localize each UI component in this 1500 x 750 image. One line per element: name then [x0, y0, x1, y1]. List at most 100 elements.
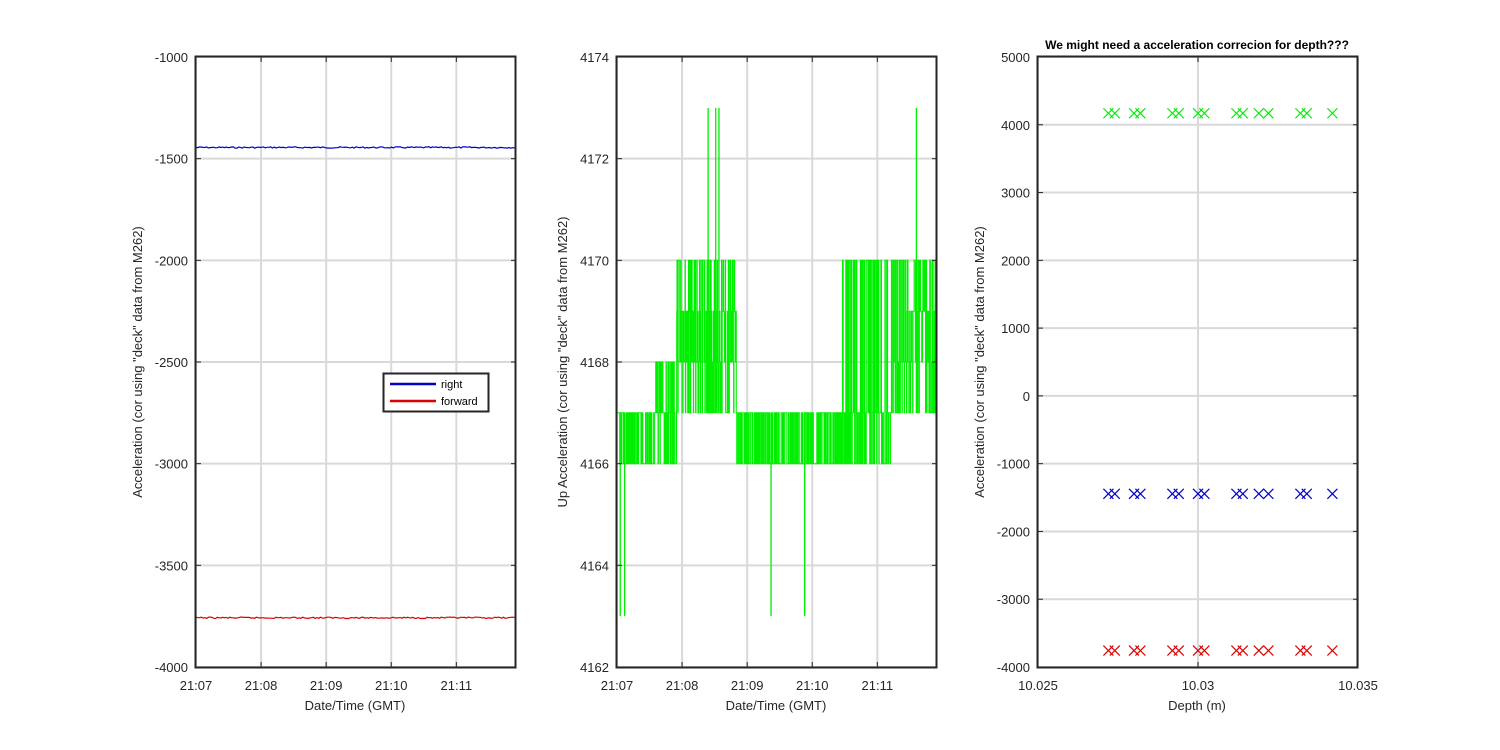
y-tick-label: -1500	[155, 152, 188, 167]
grid	[1037, 56, 1359, 668]
y-axis-label: Acceleration (cor using "deck" data from…	[972, 226, 987, 498]
chart-title: We might need a acceleration correcion f…	[1045, 38, 1349, 52]
scatter-point	[1262, 488, 1274, 500]
x-marker-stroke	[1301, 488, 1313, 500]
grid	[616, 56, 937, 668]
scatter-point	[1326, 645, 1338, 657]
scatter-point	[1198, 488, 1210, 500]
x-tick-label: 21:10	[796, 678, 829, 693]
x-tick-label: 21:11	[862, 678, 894, 693]
x-marker-stroke	[1253, 488, 1265, 500]
x-marker-stroke	[1198, 107, 1210, 119]
scatter-point	[1134, 645, 1146, 657]
y-axis-label: Acceleration (cor using "deck" data from…	[130, 226, 145, 498]
x-marker-stroke	[1173, 107, 1185, 119]
x-tick-label: 10.025	[1018, 678, 1058, 693]
scatter-point	[1253, 645, 1265, 657]
y-tick-label: -2000	[155, 253, 188, 268]
plot-data	[1102, 107, 1338, 657]
y-tick-label: 4170	[580, 253, 609, 268]
x-marker-stroke	[1134, 645, 1146, 657]
legend: right forward	[382, 372, 490, 413]
scatter-point	[1109, 645, 1121, 657]
series-line-right	[195, 146, 517, 149]
x-tick-label: 21:09	[731, 678, 764, 693]
scatter-point	[1237, 645, 1249, 657]
scatter-point	[1326, 488, 1338, 500]
y-tick-label: 4166	[580, 457, 609, 472]
legend-label-right: right	[441, 379, 462, 391]
x-marker-stroke	[1198, 488, 1210, 500]
scatter-point	[1134, 107, 1146, 119]
x-marker-stroke	[1198, 645, 1210, 657]
x-marker-stroke	[1262, 488, 1274, 500]
scatter-point	[1109, 488, 1121, 500]
scatter-point	[1198, 645, 1210, 657]
y-tick-label: 4172	[580, 152, 609, 167]
ticks: 10.025 10.03 10.035 5000 4000 3000 2000 1000 0 -1…	[997, 50, 1378, 693]
x-marker-stroke	[1301, 107, 1313, 119]
y-tick-label: -3000	[155, 457, 188, 472]
x-marker-stroke	[1253, 645, 1265, 657]
panel-right-depth-scatter: We might need a acceleration correcion f…	[972, 38, 1378, 713]
legend-box	[382, 372, 490, 413]
y-tick-label: -2000	[997, 524, 1030, 539]
scatter-point	[1109, 107, 1121, 119]
plot-data	[617, 107, 938, 617]
legend-label-forward: forward	[441, 396, 478, 408]
y-tick-label: 4168	[580, 355, 609, 370]
scatter-point	[1173, 107, 1185, 119]
y-tick-label: -1000	[155, 50, 188, 65]
y-tick-label: 3000	[1001, 186, 1030, 201]
y-tick-label: 4162	[580, 660, 609, 675]
ticks: 21:07 21:08 21:09 21:10 21:11 -1000 -1500 -2000…	[155, 50, 516, 693]
x-marker-stroke	[1326, 488, 1338, 500]
y-axis-label: Up Acceleration (cor using "deck" data f…	[555, 216, 570, 507]
x-marker-stroke	[1237, 107, 1249, 119]
x-tick-label: 21:09	[310, 678, 343, 693]
x-marker-stroke	[1109, 488, 1121, 500]
panel-left-acceleration: 21:07 21:08 21:09 21:10 21:11 -1000 -1500 -2000…	[130, 50, 517, 713]
x-marker-stroke	[1173, 645, 1185, 657]
y-tick-label: -1000	[997, 457, 1030, 472]
x-tick-label: 21:10	[375, 678, 408, 693]
x-tick-label: 21:08	[666, 678, 699, 693]
x-axis-label: Date/Time (GMT)	[305, 698, 406, 713]
y-tick-label: -4000	[997, 660, 1030, 675]
series-line-up	[617, 259, 938, 465]
y-tick-label: 1000	[1001, 321, 1030, 336]
scatter-point	[1237, 107, 1249, 119]
x-marker-stroke	[1253, 107, 1265, 119]
scatter-point	[1301, 107, 1313, 119]
x-marker-stroke	[1326, 107, 1338, 119]
scatter-point	[1173, 645, 1185, 657]
scatter-point	[1237, 488, 1249, 500]
x-marker-stroke	[1237, 645, 1249, 657]
y-tick-label: 4174	[580, 50, 609, 65]
x-marker-stroke	[1301, 645, 1313, 657]
scatter-point	[1301, 645, 1313, 657]
y-tick-label: 0	[1023, 389, 1030, 404]
scatter-point	[1173, 488, 1185, 500]
x-marker-stroke	[1262, 645, 1274, 657]
y-tick-label: 4164	[580, 558, 609, 573]
ticks: 21:07 21:08 21:09 21:10 21:11 4174 4172 4170 416…	[580, 50, 937, 693]
x-tick-label: 21:08	[245, 678, 278, 693]
scatter-point	[1253, 107, 1265, 119]
x-marker-stroke	[1262, 107, 1274, 119]
y-tick-label: 4000	[1001, 118, 1030, 133]
x-tick-label: 21:11	[441, 678, 473, 693]
y-tick-label: 2000	[1001, 253, 1030, 268]
scatter-point	[1326, 107, 1338, 119]
x-axis-label: Date/Time (GMT)	[726, 698, 827, 713]
scatter-point	[1262, 107, 1274, 119]
x-axis-label: Depth (m)	[1168, 698, 1226, 713]
x-tick-label: 10.035	[1338, 678, 1378, 693]
y-tick-label: -2500	[155, 355, 188, 370]
x-marker-stroke	[1173, 488, 1185, 500]
grid	[195, 56, 516, 668]
axes-box	[1036, 55, 1359, 669]
x-marker-stroke	[1109, 645, 1121, 657]
scatter-point	[1262, 645, 1274, 657]
